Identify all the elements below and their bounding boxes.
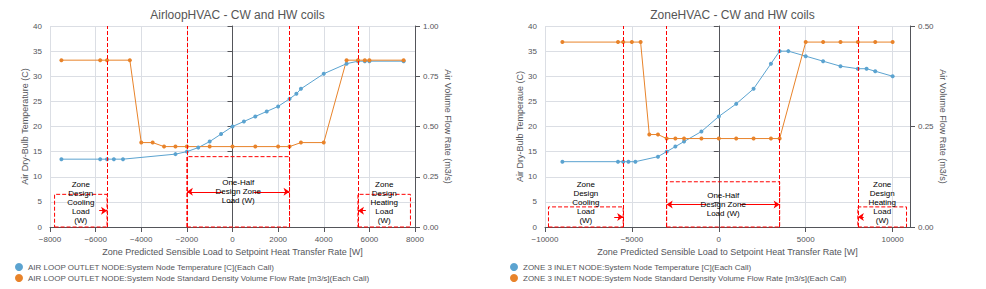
svg-text:30: 30 xyxy=(33,72,42,81)
svg-text:8000: 8000 xyxy=(406,235,424,244)
svg-text:Load (W): Load (W) xyxy=(707,209,740,218)
svg-text:Design: Design xyxy=(372,189,397,198)
svg-text:10000: 10000 xyxy=(881,235,904,244)
svg-text:0.25: 0.25 xyxy=(423,172,439,181)
svg-text:30: 30 xyxy=(528,72,537,81)
svg-text:25: 25 xyxy=(528,97,537,106)
svg-text:0.25: 0.25 xyxy=(918,122,934,131)
svg-text:Air Dry-Bulb Temperaue (C): Air Dry-Bulb Temperaue (C) xyxy=(515,71,525,182)
svg-text:Design Zone: Design Zone xyxy=(216,187,262,196)
svg-text:15: 15 xyxy=(33,147,42,156)
svg-text:AIR LOOP OUTLET NODE:System No: AIR LOOP OUTLET NODE:System Node Standar… xyxy=(28,274,369,283)
svg-text:One-Half: One-Half xyxy=(707,191,740,200)
svg-text:(W): (W) xyxy=(876,216,889,225)
svg-text:0: 0 xyxy=(230,235,235,244)
svg-text:−4000: −4000 xyxy=(130,235,153,244)
svg-text:40: 40 xyxy=(33,22,42,31)
svg-text:Design Zone: Design Zone xyxy=(700,200,746,209)
svg-text:−2000: −2000 xyxy=(176,235,199,244)
svg-text:Zone: Zone xyxy=(72,180,91,189)
svg-text:6000: 6000 xyxy=(360,235,378,244)
svg-text:Design: Design xyxy=(573,189,598,198)
svg-text:ZoneHVAC - CW and HW coils: ZoneHVAC - CW and HW coils xyxy=(650,8,814,22)
svg-text:20: 20 xyxy=(33,122,42,131)
svg-text:35: 35 xyxy=(528,47,537,56)
svg-text:Cooling: Cooling xyxy=(572,198,599,207)
svg-text:Load: Load xyxy=(72,207,90,216)
svg-text:15: 15 xyxy=(528,147,537,156)
svg-text:5: 5 xyxy=(38,197,43,206)
svg-text:0.00: 0.00 xyxy=(423,223,439,232)
svg-text:20: 20 xyxy=(528,122,537,131)
svg-text:Air Volume Flow Rate (m3/s): Air Volume Flow Rate (m3/s) xyxy=(938,69,948,184)
svg-text:35: 35 xyxy=(33,47,42,56)
svg-text:−5000: −5000 xyxy=(621,235,644,244)
svg-text:0: 0 xyxy=(38,223,43,232)
svg-text:Zone Predicted Sensible Load t: Zone Predicted Sensible Load to Setpoint… xyxy=(102,247,363,257)
svg-text:2000: 2000 xyxy=(269,235,287,244)
svg-text:Air Dry-Bulb Temperature (C): Air Dry-Bulb Temperature (C) xyxy=(20,68,30,184)
svg-text:(W): (W) xyxy=(378,216,391,225)
svg-text:Load: Load xyxy=(873,207,891,216)
svg-text:4000: 4000 xyxy=(315,235,333,244)
svg-text:Heating: Heating xyxy=(370,198,398,207)
svg-text:5000: 5000 xyxy=(797,235,815,244)
svg-text:Air Volume Flow Rate (m3/s): Air Volume Flow Rate (m3/s) xyxy=(443,69,453,184)
svg-text:AirloopHVAC - CW and HW coils: AirloopHVAC - CW and HW coils xyxy=(150,8,324,22)
svg-text:1.00: 1.00 xyxy=(423,22,439,31)
svg-text:Heating: Heating xyxy=(868,198,896,207)
svg-text:Cooling: Cooling xyxy=(67,198,94,207)
svg-text:0.50: 0.50 xyxy=(918,22,934,31)
svg-text:Zone Predicted Sensible Load t: Zone Predicted Sensible Load to Setpoint… xyxy=(597,247,858,257)
svg-text:AIR LOOP OUTLET NODE:System No: AIR LOOP OUTLET NODE:System Node Tempera… xyxy=(28,263,274,272)
svg-text:Zone: Zone xyxy=(577,180,596,189)
svg-text:0: 0 xyxy=(533,223,538,232)
svg-text:Design: Design xyxy=(870,189,895,198)
svg-text:0: 0 xyxy=(717,235,722,244)
svg-text:0.50: 0.50 xyxy=(423,122,439,131)
svg-text:ZONE 3 INLET NODE:System Node: ZONE 3 INLET NODE:System Node Standard D… xyxy=(523,274,847,283)
svg-text:Zone: Zone xyxy=(873,180,892,189)
svg-text:ZONE 3 INLET NODE:System Node: ZONE 3 INLET NODE:System Node Temperatur… xyxy=(523,263,752,272)
svg-text:0.00: 0.00 xyxy=(918,223,934,232)
svg-text:−6000: −6000 xyxy=(84,235,107,244)
svg-text:0.75: 0.75 xyxy=(423,72,439,81)
svg-text:One-Half: One-Half xyxy=(222,178,255,187)
svg-text:Load (W): Load (W) xyxy=(222,196,255,205)
svg-text:Load: Load xyxy=(577,207,595,216)
svg-text:−10000: −10000 xyxy=(532,235,559,244)
svg-text:(W): (W) xyxy=(74,216,87,225)
svg-text:Load: Load xyxy=(375,207,393,216)
svg-text:25: 25 xyxy=(33,97,42,106)
svg-text:10: 10 xyxy=(528,172,537,181)
svg-text:Design: Design xyxy=(68,189,93,198)
svg-text:10: 10 xyxy=(33,172,42,181)
svg-text:−8000: −8000 xyxy=(39,235,62,244)
svg-text:Zone: Zone xyxy=(375,180,394,189)
svg-text:40: 40 xyxy=(528,22,537,31)
svg-text:(W): (W) xyxy=(579,216,592,225)
svg-text:5: 5 xyxy=(533,197,538,206)
